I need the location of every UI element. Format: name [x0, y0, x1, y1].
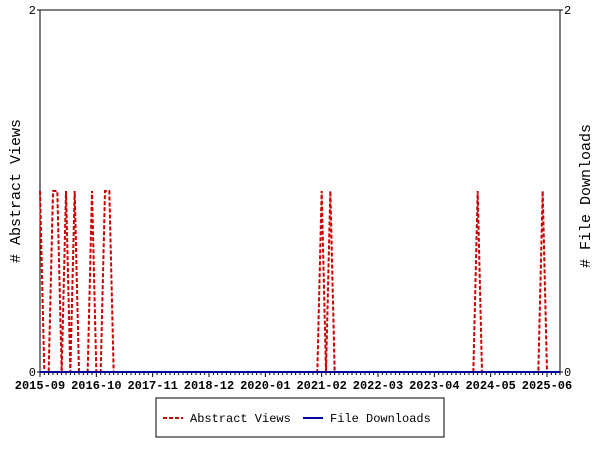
legend-label: File Downloads	[330, 412, 431, 426]
x-tick-label: 2016-10	[71, 379, 121, 393]
x-tick-label: 2021-02	[296, 379, 346, 393]
series-line	[39, 190, 560, 373]
y-tick-label: 2	[29, 4, 36, 18]
y-axis-label: # Abstract Views	[8, 119, 25, 263]
legend-label: Abstract Views	[190, 412, 291, 426]
y2-axis-label: # File Downloads	[578, 124, 595, 268]
y2-tick-label: 2	[564, 4, 571, 18]
x-tick-label: 2015-09	[15, 379, 65, 393]
legend	[155, 397, 445, 438]
x-tick-label: 2022-03	[353, 379, 403, 393]
x-tick-label: 2020-01	[240, 379, 290, 393]
y2-tick-label: 0	[564, 366, 571, 380]
x-tick-label: 2023-04	[409, 379, 459, 393]
x-tick-label: 2018-12	[184, 379, 234, 393]
x-tick-label: 2025-06	[522, 379, 572, 393]
plot-frame	[39, 9, 561, 373]
y-tick-label: 0	[29, 366, 36, 380]
x-tick-label: 2024-05	[465, 379, 515, 393]
x-tick-label: 2017-11	[127, 379, 177, 393]
